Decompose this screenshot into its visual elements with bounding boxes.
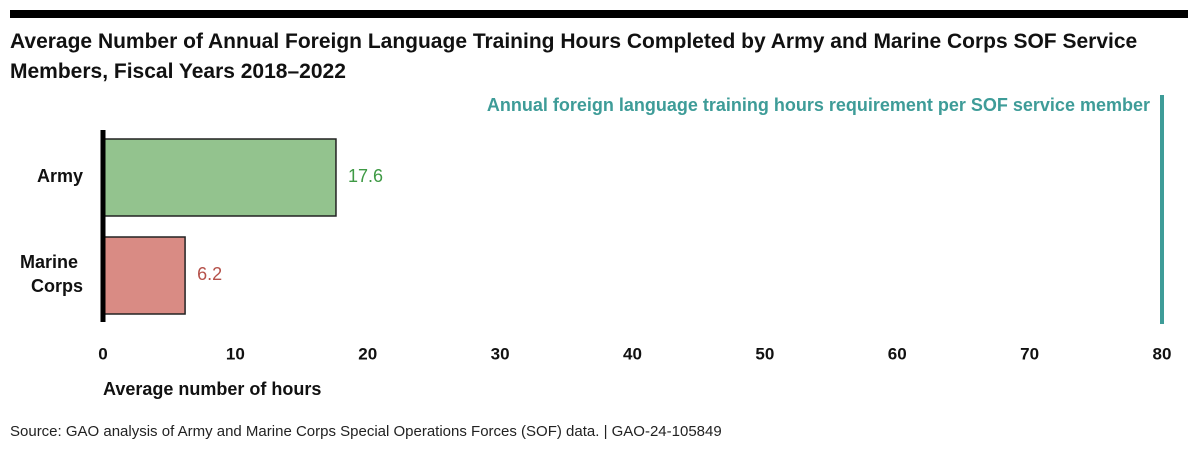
y-tick-label: Marine Corps <box>20 252 83 296</box>
value-label: 17.6 <box>348 166 383 186</box>
value-label: 6.2 <box>197 264 222 284</box>
x-tick-label: 20 <box>358 344 377 363</box>
y-tick-label: Army <box>37 166 83 186</box>
x-tick-label: 70 <box>1020 344 1039 363</box>
bar <box>102 138 337 217</box>
top-rule <box>10 10 1188 18</box>
reference-label: Annual foreign language training hours r… <box>487 95 1150 115</box>
x-tick-label: 50 <box>755 344 774 363</box>
x-tick-label: 40 <box>623 344 642 363</box>
source: Source: GAO analysis of Army and Marine … <box>10 423 722 440</box>
x-tick-label: 80 <box>1153 344 1172 363</box>
bar <box>102 236 186 315</box>
x-tick-label: 60 <box>888 344 907 363</box>
x-tick-label: 10 <box>226 344 245 363</box>
chart-title: Average Number of Annual Foreign Languag… <box>10 30 1143 83</box>
x-tick-label: 30 <box>491 344 510 363</box>
x-axis-label: Average number of hours <box>103 379 321 399</box>
x-tick-label: 0 <box>98 344 107 363</box>
